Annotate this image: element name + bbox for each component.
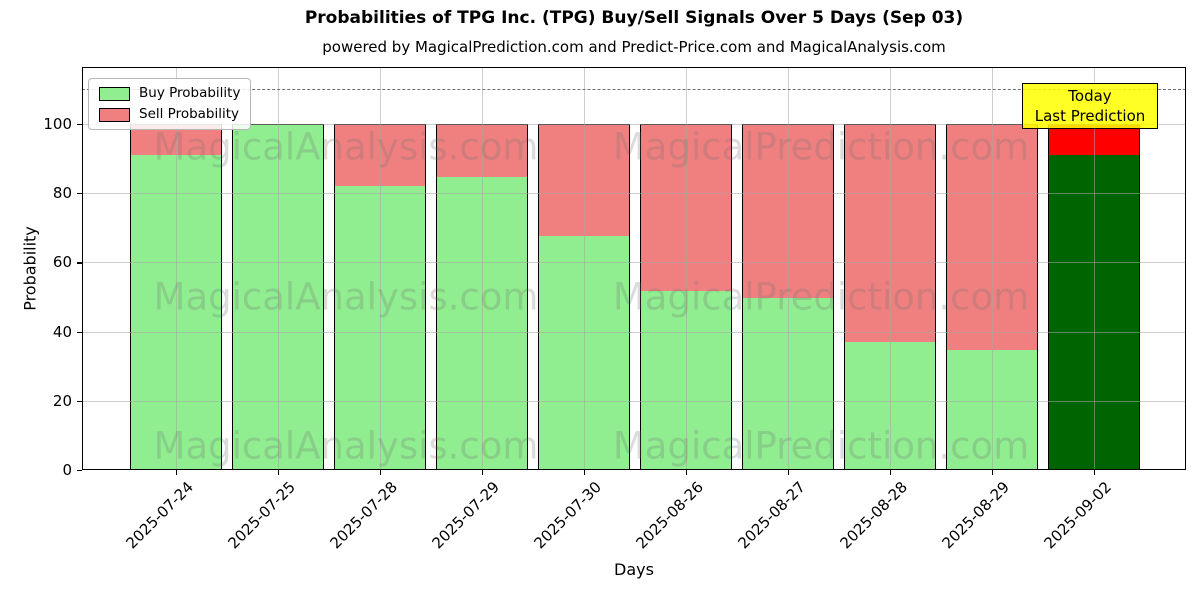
buy-swatch-icon [99,86,130,101]
watermark-left: MagicalAnalysis.com [153,424,539,468]
h-gridline [82,262,1186,264]
v-gridline [176,67,177,470]
watermark-right: MagicalPrediction.com [612,424,1030,468]
v-gridline [278,67,279,470]
x-tick [482,470,484,475]
h-gridline [82,124,1186,126]
x-tick-label: 2025-08-29 [938,478,1013,553]
annotation-line1: Today [1068,87,1112,105]
y-tick-label: 100 [43,115,72,134]
y-tick [77,262,82,264]
v-gridline [584,67,585,470]
h-gridline [82,400,1186,402]
x-tick-label: 2025-07-28 [326,478,401,553]
watermark-left: MagicalAnalysis.com [153,275,539,319]
x-tick [1094,470,1096,475]
x-tick-label: 2025-08-27 [734,478,809,553]
legend-row-buy: Buy Probability [99,86,240,101]
y-tick-label: 60 [52,253,72,272]
v-gridline [788,67,789,470]
plot-border [82,67,1186,470]
x-tick [278,470,280,475]
watermark-right: MagicalPrediction.com [612,125,1030,169]
x-tick [584,470,586,475]
x-tick [788,470,790,475]
x-tick-label: 2025-08-26 [632,478,707,553]
x-tick [380,470,382,475]
h-gridline [82,331,1186,333]
x-tick-label: 2025-07-29 [428,478,503,553]
x-tick-label: 2025-07-24 [122,478,197,553]
chart-title: Probabilities of TPG Inc. (TPG) Buy/Sell… [304,8,964,28]
y-tick [77,124,82,126]
watermark-right: MagicalPrediction.com [612,275,1030,319]
dashed-threshold-line [82,89,1186,91]
y-tick-label: 40 [52,322,72,341]
y-tick-label: 80 [52,184,72,203]
legend-label-buy: Buy Probability [139,85,241,101]
x-tick-label: 2025-09-02 [1040,478,1115,553]
h-gridline [82,193,1186,195]
v-gridline [380,67,381,470]
x-tick-label: 2025-07-25 [224,478,299,553]
sell-swatch-icon [99,107,130,122]
y-tick-label: 20 [52,391,72,410]
x-tick [686,470,688,475]
v-gridline [890,67,891,470]
x-tick [992,470,994,475]
y-tick [77,193,82,195]
v-gridline [686,67,687,470]
v-gridline [482,67,483,470]
y-tick [77,470,82,472]
y-tick-label: 0 [62,461,72,479]
x-axis-label: Days [614,560,654,579]
today-annotation: Today Last Prediction [1022,83,1158,129]
chart-subtitle: powered by MagicalPrediction.com and Pre… [322,38,946,56]
annotation-line2: Last Prediction [1034,107,1146,125]
watermark-left: MagicalAnalysis.com [153,125,539,169]
y-tick [77,331,82,333]
y-tick [77,400,82,402]
x-tick [890,470,892,475]
x-tick-label: 2025-07-30 [530,478,605,553]
legend: Buy Probability Sell Probability [88,78,252,130]
x-tick [176,470,178,475]
v-gridline [1094,67,1095,470]
legend-label-sell: Sell Probability [139,106,240,122]
x-tick-label: 2025-08-28 [836,478,911,553]
v-gridline [992,67,993,470]
legend-row-sell: Sell Probability [99,107,240,122]
y-axis-label: Probability [20,226,40,311]
